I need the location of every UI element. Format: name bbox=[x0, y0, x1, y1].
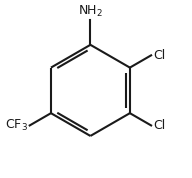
Text: NH$_2$: NH$_2$ bbox=[78, 3, 103, 19]
Text: Cl: Cl bbox=[153, 49, 165, 62]
Text: Cl: Cl bbox=[153, 119, 165, 132]
Text: CF$_3$: CF$_3$ bbox=[5, 118, 28, 133]
